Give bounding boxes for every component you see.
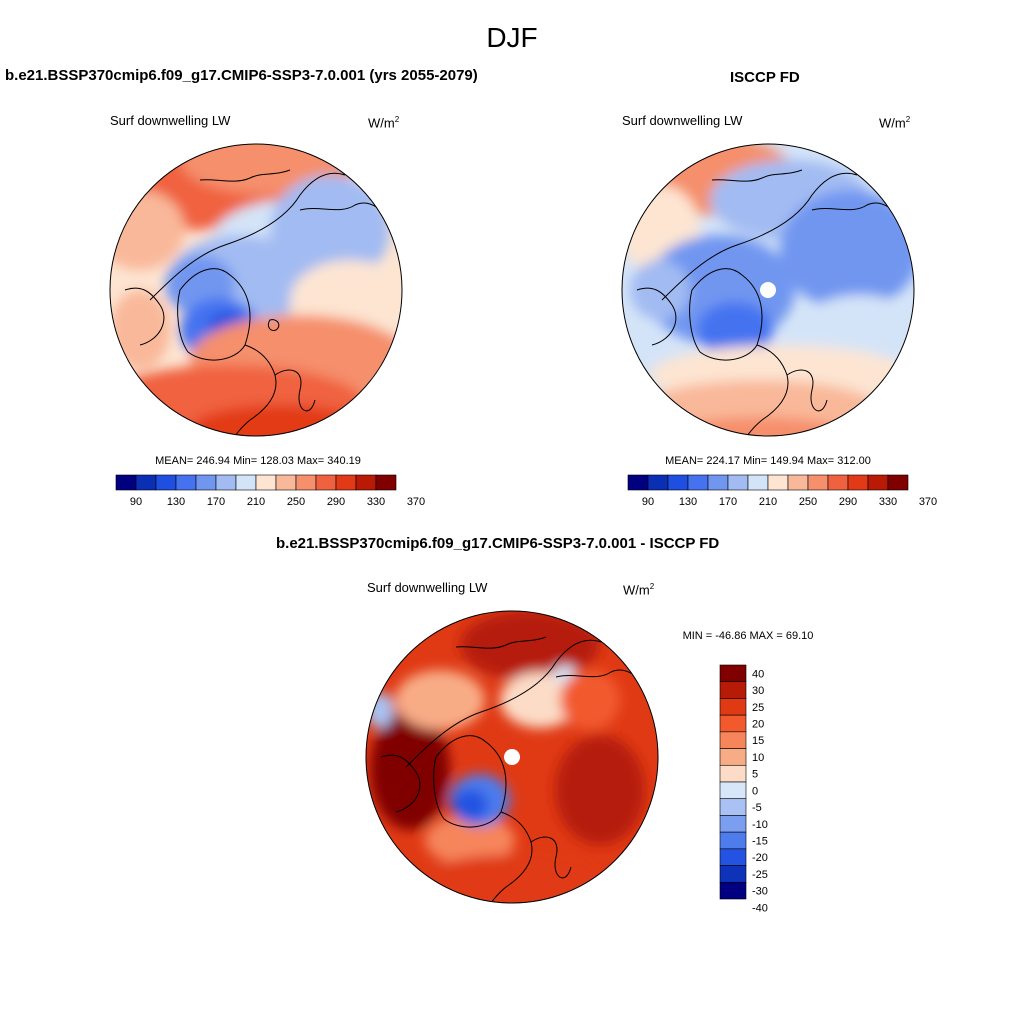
obs-colorbar-box-7 bbox=[767, 474, 789, 491]
obs-colorbar-label-6: 330 bbox=[879, 496, 897, 508]
diff-colorbar-label-10: -15 bbox=[752, 836, 768, 848]
model-colorbar-label-5: 290 bbox=[327, 496, 345, 508]
obs-colorbar-box-5 bbox=[727, 474, 749, 491]
diff-map bbox=[366, 611, 658, 903]
diff-colorbar-label-7: 0 bbox=[752, 785, 758, 797]
obs-colorbar-box-13 bbox=[887, 474, 909, 491]
obs-colorbar-box-4 bbox=[707, 474, 729, 491]
obs-map bbox=[622, 144, 914, 436]
model-colorbar-box-7 bbox=[255, 474, 277, 491]
obs-colorbar-box-6 bbox=[747, 474, 769, 491]
diff-colorbar-label-2: 25 bbox=[752, 702, 764, 714]
page-title: DJF bbox=[486, 22, 538, 53]
obs-colorbar-label-4: 250 bbox=[799, 496, 817, 508]
diff-colorbar-label-12: -25 bbox=[752, 869, 768, 881]
model-colorbar-label-2: 170 bbox=[207, 496, 225, 508]
diff-colorbar-label-11: -20 bbox=[752, 852, 768, 864]
model-variable-label: Surf downwelling LW bbox=[110, 113, 231, 128]
diff-colorbar-label-3: 20 bbox=[752, 719, 764, 731]
obs-colorbar-box-2 bbox=[667, 474, 689, 491]
obs-colorbar-box-11 bbox=[847, 474, 869, 491]
diff-colorbar-label-0: 40 bbox=[752, 668, 764, 680]
model-colorbar-box-0 bbox=[115, 474, 137, 491]
model-colorbar-box-5 bbox=[215, 474, 237, 491]
obs-colorbar-box-10 bbox=[827, 474, 849, 491]
obs-colorbar-label-0: 90 bbox=[642, 496, 654, 508]
model-colorbar-box-4 bbox=[195, 474, 217, 491]
model-colorbar-box-12 bbox=[355, 474, 377, 491]
diff-colorbar-label-9: -10 bbox=[752, 819, 768, 831]
model-colorbar-label-1: 130 bbox=[167, 496, 185, 508]
obs-colorbar-box-9 bbox=[807, 474, 829, 491]
diff-colorbar: 40 30 25 20 15 10 5 0 -5 -10 -15 -20 -25 -30 -40 bbox=[719, 664, 768, 914]
diff-colorbar-box-7 bbox=[719, 781, 747, 800]
diff-colorbar-box-4 bbox=[719, 731, 747, 749]
diff-panel-title: b.e21.BSSP370cmip6.f09_g17.CMIP6-SSP3-7.… bbox=[276, 535, 720, 552]
model-colorbar-box-9 bbox=[295, 474, 317, 491]
diff-variable-label: Surf downwelling LW bbox=[367, 580, 488, 595]
diff-map-border bbox=[365, 610, 659, 904]
model-units-label: W/m2 bbox=[368, 115, 400, 131]
diff-colorbar-label-8: -5 bbox=[752, 802, 762, 814]
diff-colorbar-box-13 bbox=[719, 881, 747, 900]
obs-colorbar-label-1: 130 bbox=[679, 496, 697, 508]
obs-colorbar-label-7: 370 bbox=[919, 496, 937, 508]
obs-colorbar: 90 130 170 210 250 290 330 370 bbox=[627, 474, 937, 508]
obs-stats: MEAN= 224.17 Min= 149.94 Max= 312.00 bbox=[665, 455, 871, 467]
diff-colorbar-label-1: 30 bbox=[752, 685, 764, 697]
diff-colorbar-box-3 bbox=[719, 714, 747, 733]
obs-colorbar-box-8 bbox=[787, 474, 809, 491]
diff-colorbar-label-6: 5 bbox=[752, 769, 758, 781]
obs-colorbar-box-0 bbox=[627, 474, 649, 491]
obs-variable-label: Surf downwelling LW bbox=[622, 113, 743, 128]
model-colorbar-box-3 bbox=[175, 474, 197, 491]
model-colorbar-label-0: 90 bbox=[130, 496, 142, 508]
model-colorbar-box-11 bbox=[335, 474, 357, 491]
obs-colorbar-label-3: 210 bbox=[759, 496, 777, 508]
diff-colorbar-box-10 bbox=[719, 831, 747, 850]
model-colorbar-box-13 bbox=[375, 474, 397, 491]
model-colorbar-box-1 bbox=[135, 474, 157, 491]
obs-colorbar-box-1 bbox=[647, 474, 669, 491]
model-colorbar-label-4: 250 bbox=[287, 496, 305, 508]
diff-colorbar-box-5 bbox=[719, 748, 747, 766]
obs-panel-title: ISCCP FD bbox=[730, 69, 800, 86]
model-colorbar-label-6: 330 bbox=[367, 496, 385, 508]
model-map-border bbox=[109, 143, 403, 437]
obs-units-label: W/m2 bbox=[879, 115, 911, 131]
diff-stats: MIN = -46.86 MAX = 69.10 bbox=[682, 630, 814, 642]
diff-colorbar-label-14: -40 bbox=[752, 902, 768, 914]
obs-colorbar-box-12 bbox=[867, 474, 889, 491]
model-colorbar-label-7: 370 bbox=[407, 496, 425, 508]
obs-map-border bbox=[621, 143, 915, 437]
obs-colorbar-box-3 bbox=[687, 474, 709, 491]
obs-colorbar-label-2: 170 bbox=[719, 496, 737, 508]
obs-colorbar-label-5: 290 bbox=[839, 496, 857, 508]
model-colorbar-box-2 bbox=[155, 474, 177, 491]
diff-colorbar-box-12 bbox=[719, 865, 747, 883]
model-map bbox=[110, 144, 402, 436]
diff-colorbar-box-1 bbox=[719, 681, 747, 699]
diff-units-label: W/m2 bbox=[623, 582, 655, 598]
model-colorbar-box-6 bbox=[235, 474, 257, 491]
diff-colorbar-box-9 bbox=[719, 815, 747, 833]
diff-colorbar-box-8 bbox=[719, 798, 747, 816]
diff-colorbar-label-4: 15 bbox=[752, 735, 764, 747]
model-panel-title: b.e21.BSSP370cmip6.f09_g17.CMIP6-SSP3-7.… bbox=[5, 67, 478, 84]
model-colorbar-box-8 bbox=[275, 474, 297, 491]
diff-colorbar-box-2 bbox=[719, 698, 747, 716]
diff-colorbar-box-0 bbox=[719, 664, 747, 683]
model-colorbar: 90 130 170 210 250 290 330 370 bbox=[115, 474, 425, 508]
model-colorbar-label-3: 210 bbox=[247, 496, 265, 508]
model-colorbar-box-10 bbox=[315, 474, 337, 491]
diff-colorbar-label-5: 10 bbox=[752, 752, 764, 764]
diff-colorbar-box-11 bbox=[719, 848, 747, 866]
diff-colorbar-label-13: -30 bbox=[752, 886, 768, 898]
diff-colorbar-box-6 bbox=[719, 764, 747, 783]
model-stats: MEAN= 246.94 Min= 128.03 Max= 340.19 bbox=[155, 455, 361, 467]
